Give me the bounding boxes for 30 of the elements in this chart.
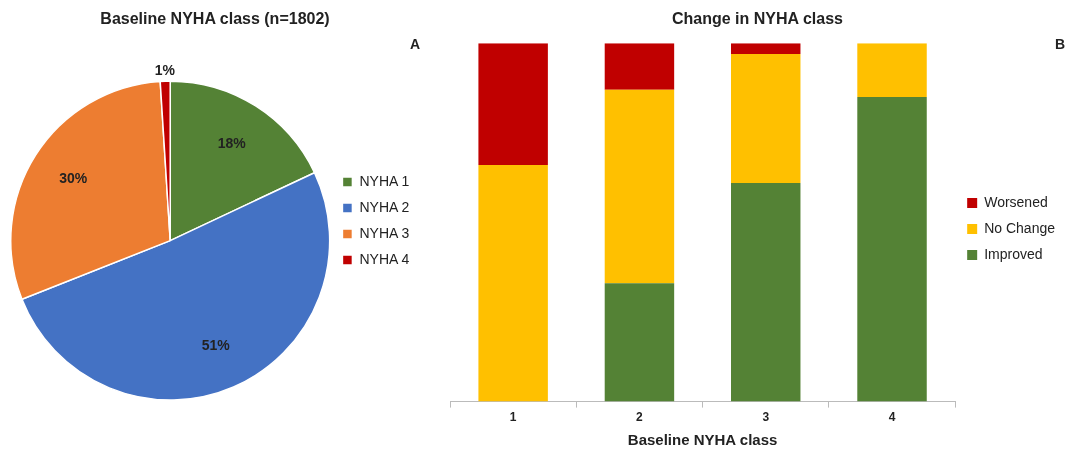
x-tick-label: 4: [888, 410, 896, 425]
text: B: [1054, 35, 1065, 52]
chart-title: Change in NYHA class: [671, 10, 844, 28]
bar: [857, 43, 927, 97]
x-axis-title: Baseline NYHA class: [627, 431, 778, 449]
data-label: 18%: [217, 134, 247, 151]
bar: [478, 43, 548, 166]
legend-label: No Change: [984, 219, 1056, 236]
bar: [604, 43, 675, 90]
bar: [604, 283, 675, 402]
legend-label: NYHA 4: [359, 250, 410, 267]
x-tick-label: 3: [762, 410, 770, 425]
data-label: 1%: [154, 62, 176, 79]
text: A: [409, 35, 420, 52]
bar: [731, 53, 801, 183]
bar: [731, 182, 801, 402]
data-label: 51%: [201, 336, 231, 353]
bar: [478, 165, 548, 402]
x-tick-label: 1: [509, 410, 517, 425]
data-label: 30%: [59, 169, 88, 186]
bar: [731, 43, 801, 54]
legend-label: Improved: [984, 245, 1043, 262]
legend-label: NYHA 3: [359, 224, 410, 241]
legend-label: NYHA 2: [359, 198, 410, 215]
legend-label: Worsened: [984, 193, 1048, 210]
bar: [604, 89, 675, 284]
bar: [857, 96, 927, 402]
x-tick-label: 2: [636, 410, 644, 425]
chart-title: Baseline NYHA class (n=1802): [100, 10, 330, 28]
legend-label: NYHA 1: [359, 172, 410, 189]
